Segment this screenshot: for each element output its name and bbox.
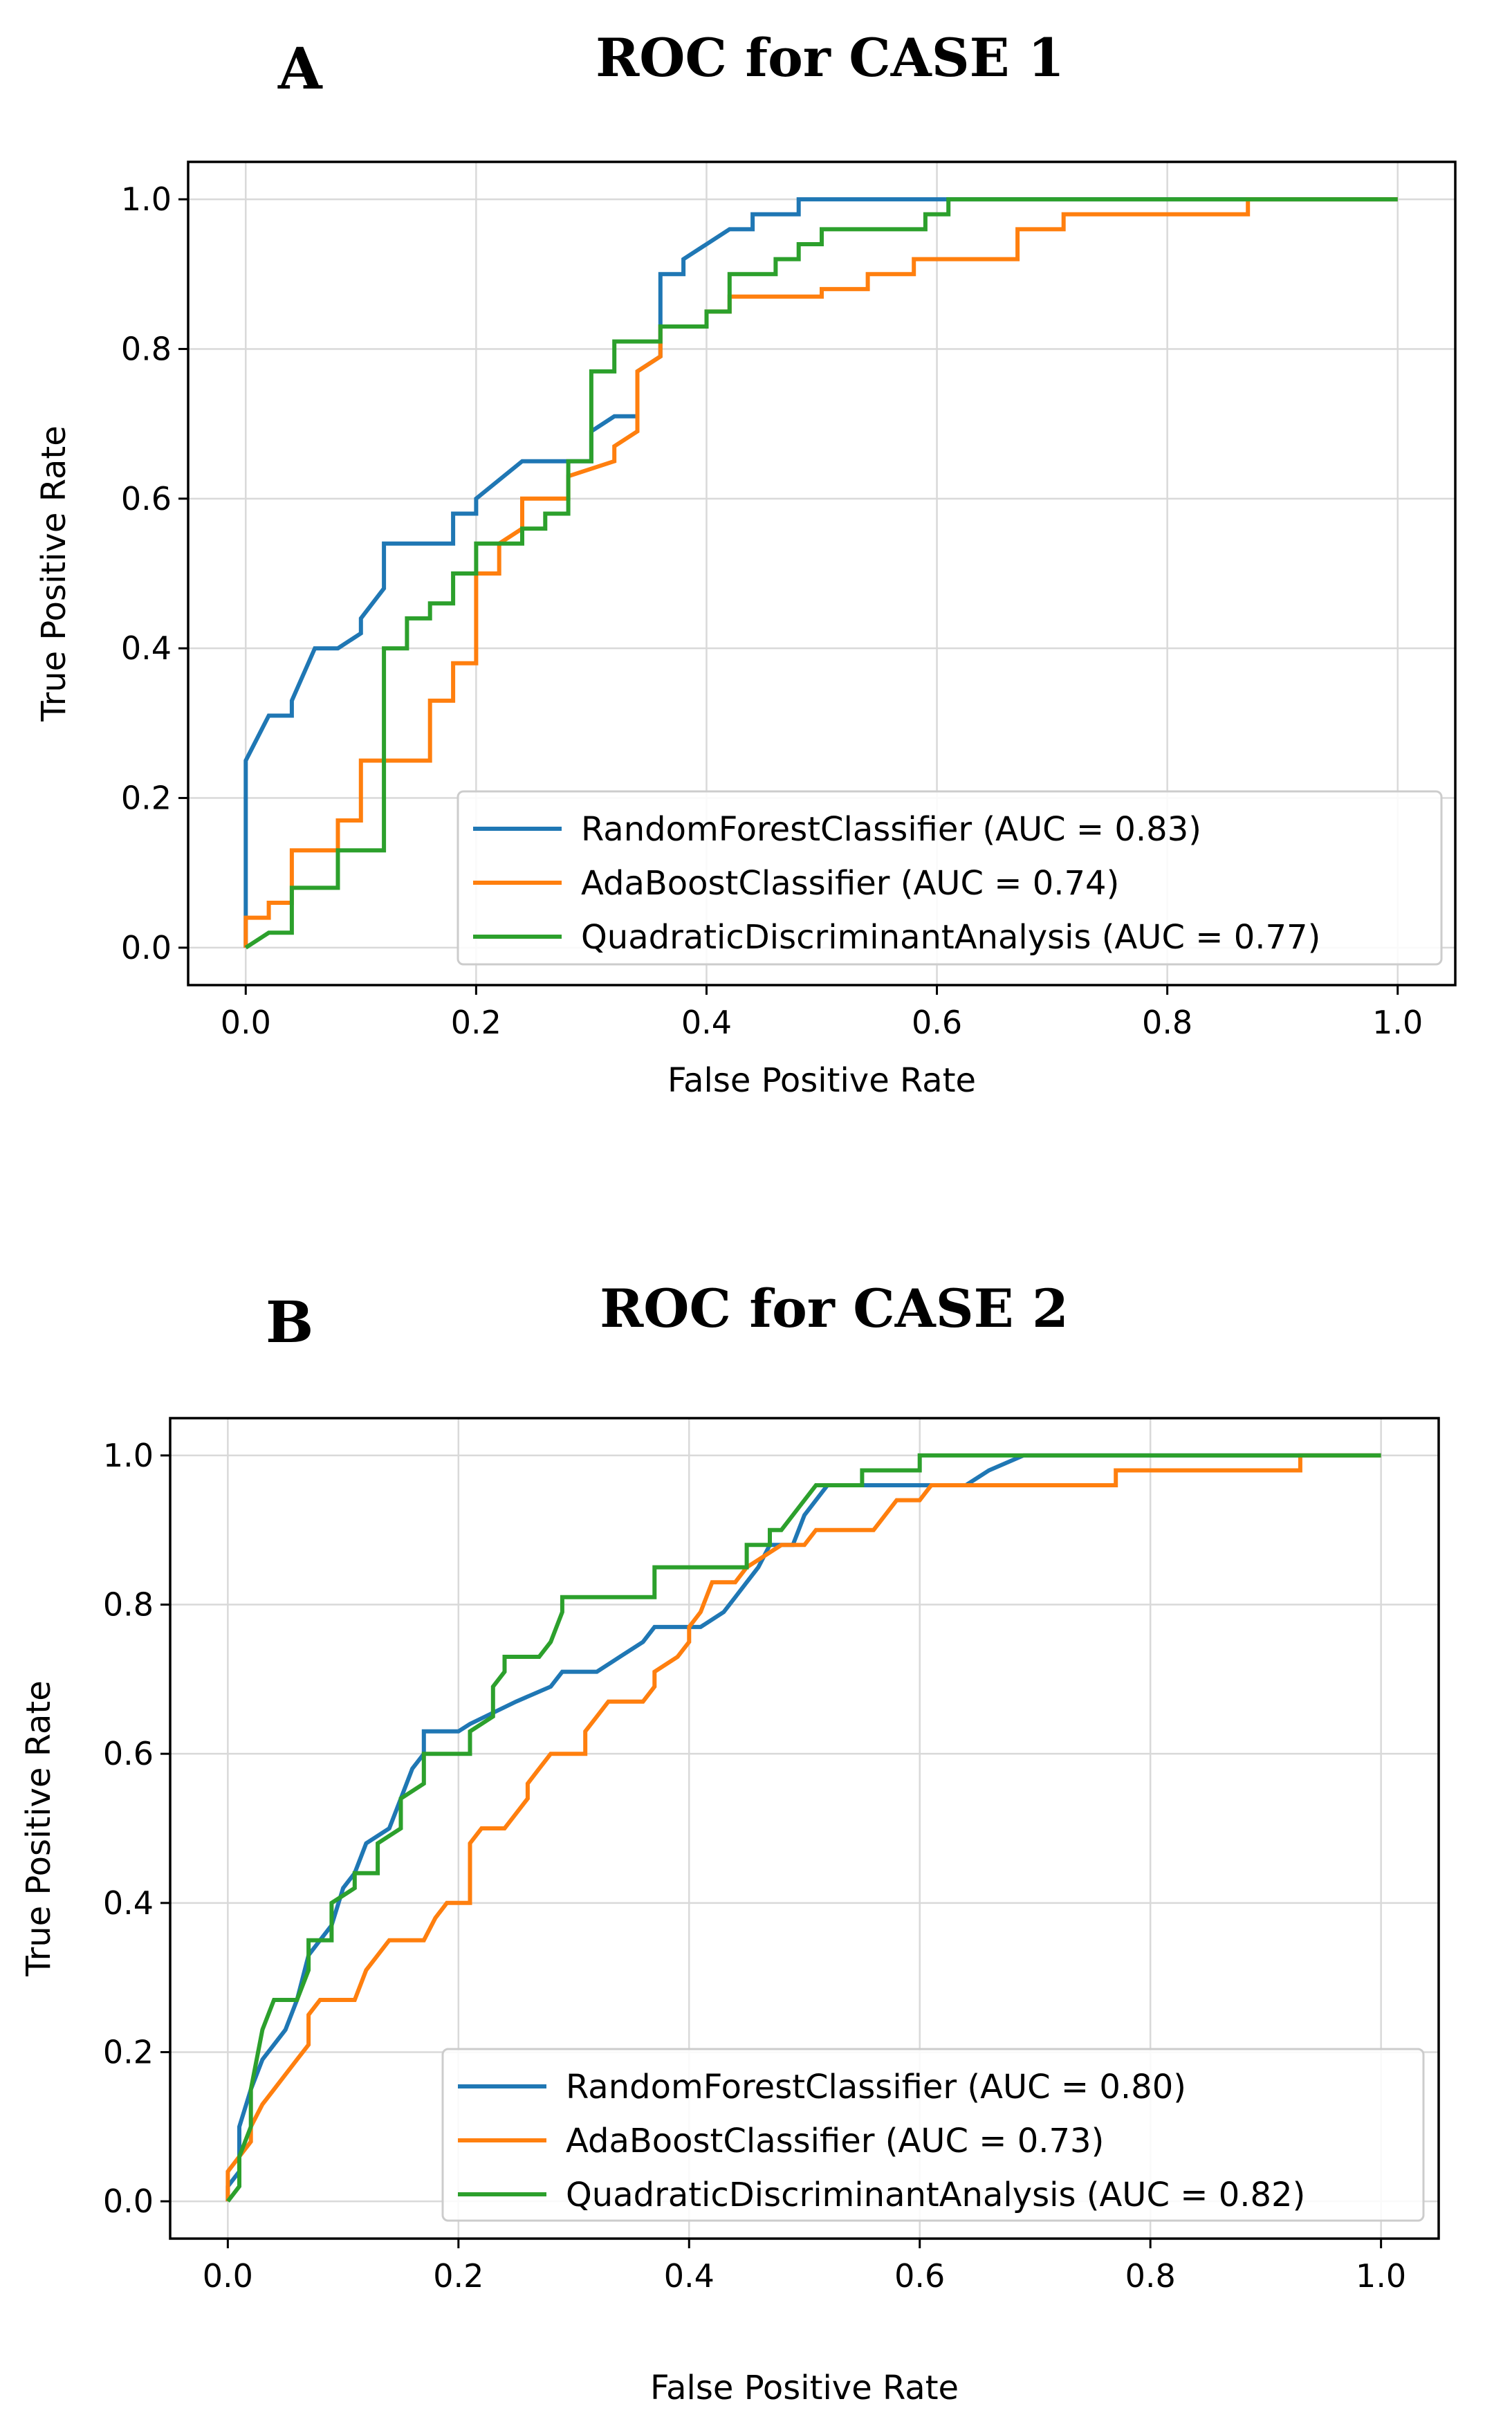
roc-curve-2 [226, 1453, 1381, 2203]
panel-letter: B [266, 1289, 313, 1356]
x-tick-label: 0.8 [1142, 1004, 1192, 1041]
x-tick-label: 0.8 [1125, 2257, 1176, 2295]
series-group [225, 1453, 1381, 2203]
chart-title: ROC for CASE 1 [596, 27, 1064, 89]
legend-box [457, 790, 1443, 966]
legend-label: RandomForestClassifier (AUC = 0.80) [566, 2068, 1186, 2106]
x-tick-label: 0.6 [894, 2257, 945, 2295]
y-tick-label: 0.6 [103, 1735, 154, 1772]
axis-ticks: 0.0 0.2 0.4 0.6 0.8 1.0 0.0 0.2 0.4 0.6 0.8 1.0 [121, 181, 1423, 1041]
panel-letter: A [277, 36, 323, 102]
plot-frame [187, 160, 1457, 986]
legend-label: AdaBoostClassifier (AUC = 0.74) [581, 864, 1119, 903]
y-tick-label: 1.0 [103, 1437, 154, 1474]
panel-a: A ROC for CASE 1 0.0 0.2 0.4 0.6 0.8 1.00.00.… [35, 27, 1457, 1100]
plot-frame [169, 1417, 1440, 2240]
y-tick-label: 0.2 [103, 2033, 154, 2070]
legend-box [441, 2048, 1425, 2222]
panel-b: B ROC for CASE 2 0.0 0.2 0.4 0.6 0.8 1.00.00.… [19, 1278, 1440, 2407]
roc-curve-1 [243, 197, 1398, 948]
roc-curve-1 [225, 1453, 1381, 2202]
legend: RandomForestClassifier (AUC = 0.83) AdaBo… [457, 790, 1443, 966]
x-tick-label: 0.0 [221, 1004, 271, 1041]
x-tick-label: 0.2 [451, 1004, 501, 1041]
y-tick-label: 0.8 [121, 330, 172, 367]
y-tick-label: 0.4 [103, 1884, 154, 1922]
y-axis-label: True Positive Rate [35, 425, 73, 722]
grid [188, 162, 1455, 985]
series-group [243, 197, 1398, 950]
legend-label: AdaBoostClassifier (AUC = 0.73) [566, 2122, 1104, 2160]
x-tick-label: 0.6 [912, 1004, 962, 1041]
y-tick-label: 1.0 [121, 181, 172, 218]
axis-ticks: 0.0 0.2 0.4 0.6 0.8 1.0 0.0 0.2 0.4 0.6 0.8 1.0 [103, 1437, 1406, 2295]
y-tick-label: 0.8 [103, 1586, 154, 1624]
x-axis-label: False Positive Rate [667, 1061, 976, 1100]
x-tick-label: 0.2 [433, 2257, 483, 2295]
legend: RandomForestClassifier (AUC = 0.80) AdaBo… [441, 2048, 1425, 2222]
y-tick-label: 0.0 [103, 2183, 154, 2220]
y-tick-label: 0.4 [121, 630, 172, 667]
legend-label: RandomForestClassifier (AUC = 0.83) [581, 810, 1201, 849]
legend-label: QuadraticDiscriminantAnalysis (AUC = 0.7… [581, 918, 1320, 957]
y-axis-label: True Positive Rate [19, 1680, 58, 1977]
x-tick-label: 1.0 [1372, 1004, 1423, 1041]
y-tick-label: 0.2 [121, 780, 172, 817]
y-tick-label: 0.6 [121, 480, 172, 517]
legend-label: QuadraticDiscriminantAnalysis (AUC = 0.8… [566, 2176, 1305, 2214]
x-tick-label: 0.4 [664, 2257, 714, 2295]
x-axis-label: False Positive Rate [650, 2369, 959, 2407]
y-tick-label: 0.0 [121, 929, 172, 966]
roc-curve-0 [225, 1453, 1381, 2202]
chart-title: ROC for CASE 2 [600, 1278, 1069, 1339]
x-tick-label: 1.0 [1356, 2257, 1406, 2295]
x-tick-label: 0.4 [681, 1004, 732, 1041]
x-tick-label: 0.0 [203, 2257, 253, 2295]
roc-curve-2 [244, 197, 1398, 950]
